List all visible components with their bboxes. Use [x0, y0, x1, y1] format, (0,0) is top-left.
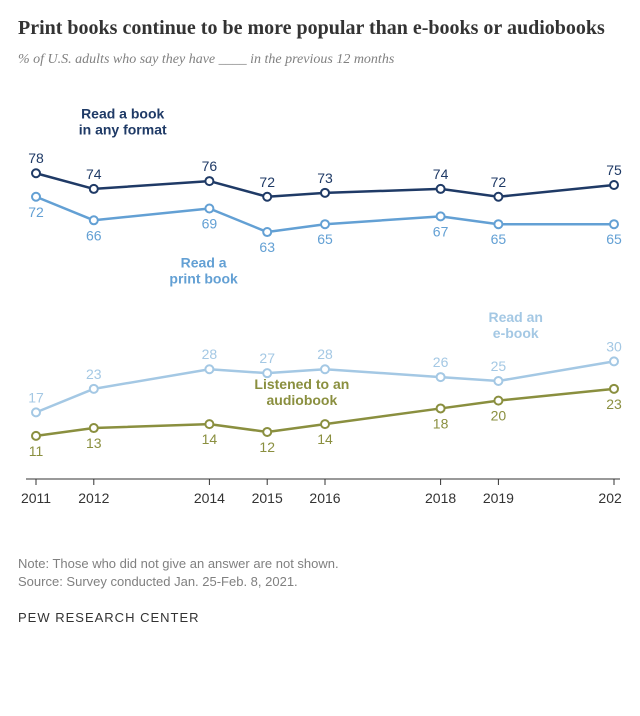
svg-text:audiobook: audiobook [266, 392, 337, 408]
svg-text:13: 13 [86, 435, 102, 451]
svg-text:75: 75 [606, 162, 622, 178]
svg-text:72: 72 [491, 174, 507, 190]
svg-text:26: 26 [433, 354, 449, 370]
svg-text:14: 14 [317, 431, 333, 447]
svg-text:28: 28 [317, 346, 333, 362]
footer-attribution: PEW RESEARCH CENTER [18, 610, 622, 625]
svg-text:2018: 2018 [425, 490, 456, 506]
svg-text:20: 20 [491, 408, 507, 424]
svg-text:72: 72 [259, 174, 275, 190]
svg-text:2021: 2021 [598, 490, 622, 506]
svg-text:27: 27 [259, 350, 275, 366]
svg-text:Read an: Read an [489, 309, 543, 325]
svg-text:in any format: in any format [79, 122, 167, 138]
svg-text:Listened to an: Listened to an [254, 376, 349, 392]
svg-text:28: 28 [202, 346, 218, 362]
svg-text:11: 11 [29, 443, 44, 459]
chart-title: Print books continue to be more popular … [18, 16, 622, 41]
svg-text:73: 73 [317, 170, 333, 186]
svg-text:14: 14 [202, 431, 218, 447]
svg-text:78: 78 [28, 150, 44, 166]
svg-text:65: 65 [317, 231, 333, 247]
chart-note: Note: Those who did not give an answer a… [18, 555, 622, 591]
note-line: Note: Those who did not give an answer a… [18, 555, 622, 573]
svg-text:e-book: e-book [493, 325, 539, 341]
line-chart: 2011201220142015201620182019202178747672… [18, 87, 622, 527]
svg-text:2011: 2011 [21, 490, 51, 506]
svg-text:2016: 2016 [309, 490, 340, 506]
source-line: Source: Survey conducted Jan. 25-Feb. 8,… [18, 573, 622, 591]
svg-text:Read a: Read a [181, 255, 227, 271]
svg-text:76: 76 [202, 158, 218, 174]
svg-text:30: 30 [606, 339, 622, 355]
svg-text:23: 23 [606, 396, 622, 412]
svg-text:74: 74 [86, 166, 102, 182]
chart-subtitle: % of U.S. adults who say they have ____ … [18, 51, 622, 69]
svg-text:12: 12 [259, 439, 275, 455]
svg-text:23: 23 [86, 366, 102, 382]
svg-text:2015: 2015 [252, 490, 283, 506]
svg-text:67: 67 [433, 224, 449, 240]
svg-text:2019: 2019 [483, 490, 514, 506]
svg-text:65: 65 [606, 231, 622, 247]
svg-text:17: 17 [28, 390, 44, 406]
svg-text:63: 63 [259, 239, 275, 255]
svg-text:print book: print book [169, 271, 238, 287]
svg-text:69: 69 [202, 216, 218, 232]
svg-text:72: 72 [28, 204, 44, 220]
svg-text:2014: 2014 [194, 490, 225, 506]
svg-text:74: 74 [433, 166, 449, 182]
svg-text:65: 65 [491, 231, 507, 247]
svg-text:Read a book: Read a book [81, 106, 164, 122]
svg-text:18: 18 [433, 416, 449, 432]
svg-text:66: 66 [86, 227, 102, 243]
svg-text:25: 25 [491, 358, 507, 374]
svg-text:2012: 2012 [78, 490, 109, 506]
